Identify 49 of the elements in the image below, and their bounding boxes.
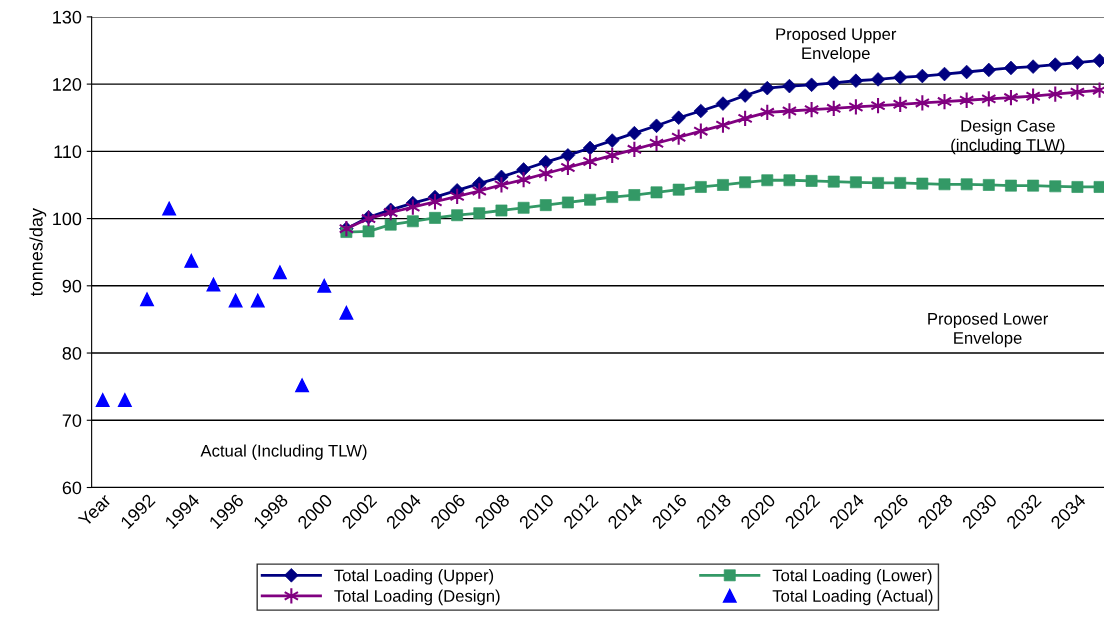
- annotation: Actual (Including TLW): [200, 444, 367, 460]
- point: [648, 134, 665, 152]
- y-tick-label: 90: [62, 279, 82, 293]
- point: [628, 189, 641, 201]
- point: [649, 118, 664, 134]
- annotation: Proposed Lower Envelope: [928, 312, 1048, 348]
- point: [870, 72, 886, 87]
- point: [117, 393, 132, 408]
- point: [272, 265, 287, 280]
- point: [471, 182, 487, 200]
- annotation: Design Case (including TLW): [951, 119, 1065, 155]
- y-tick-label: 70: [62, 414, 82, 427]
- point: [1025, 59, 1041, 74]
- point: [715, 96, 731, 111]
- point: [982, 179, 995, 191]
- point: [936, 92, 953, 111]
- point: [140, 292, 154, 307]
- point: [848, 73, 864, 88]
- point: [1048, 57, 1063, 72]
- legend-label: Total Loading (Design): [334, 589, 500, 606]
- point: [95, 393, 110, 408]
- point: [339, 305, 354, 320]
- y-tick-label: 100: [53, 212, 82, 226]
- point: [872, 177, 884, 189]
- point: [1005, 179, 1017, 192]
- point: [915, 68, 930, 84]
- point: [206, 277, 221, 292]
- legend-label: Total Loading (Lower): [772, 569, 932, 585]
- point: [715, 116, 731, 134]
- point: [693, 103, 709, 119]
- x-tick-label: Year: [77, 493, 112, 528]
- point: [1093, 181, 1104, 193]
- y-axis-title: tonnes/day: [29, 208, 47, 297]
- annotation: Proposed Upper Envelope: [776, 27, 897, 63]
- point: [162, 201, 177, 216]
- point: [317, 278, 332, 293]
- point: [184, 253, 199, 268]
- point: [228, 293, 243, 308]
- y-tick-label: 80: [62, 346, 82, 360]
- y-tick-label: 110: [54, 145, 82, 159]
- legend-label: Total Loading (Upper): [334, 569, 494, 585]
- point: [737, 88, 753, 103]
- y-tick-label: 60: [62, 481, 82, 495]
- legend-label: Total Loading (Actual): [772, 589, 933, 606]
- point: [250, 293, 265, 308]
- y-tick-label: 120: [53, 78, 82, 91]
- point: [295, 378, 310, 393]
- y-tick-label: 130: [53, 10, 82, 24]
- point: [981, 62, 997, 78]
